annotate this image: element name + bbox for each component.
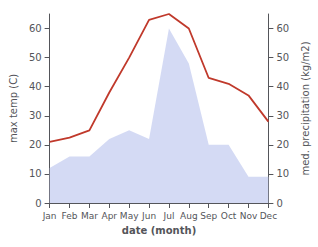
- svg-text:max temp (C): max temp (C): [8, 74, 19, 143]
- svg-text:20: 20: [276, 139, 289, 150]
- svg-text:med. precipitation (kg/m2): med. precipitation (kg/m2): [300, 41, 311, 175]
- svg-text:Feb: Feb: [62, 211, 78, 221]
- svg-text:Mar: Mar: [81, 211, 98, 221]
- svg-text:Oct: Oct: [221, 211, 237, 221]
- svg-text:Nov: Nov: [240, 211, 258, 221]
- svg-text:10: 10: [29, 168, 42, 179]
- svg-text:May: May: [120, 211, 139, 221]
- svg-text:0: 0: [35, 198, 41, 209]
- svg-text:40: 40: [276, 81, 289, 92]
- svg-text:Jun: Jun: [141, 211, 156, 221]
- svg-text:60: 60: [29, 23, 42, 34]
- svg-text:Jul: Jul: [163, 211, 175, 221]
- svg-text:Dec: Dec: [260, 211, 277, 221]
- svg-text:Aug: Aug: [180, 211, 198, 221]
- svg-text:20: 20: [29, 139, 42, 150]
- svg-text:40: 40: [29, 81, 42, 92]
- svg-text:30: 30: [29, 110, 42, 121]
- svg-text:Apr: Apr: [101, 211, 117, 221]
- svg-text:50: 50: [29, 52, 42, 63]
- svg-text:50: 50: [276, 52, 289, 63]
- svg-text:Jan: Jan: [42, 211, 57, 221]
- svg-text:date (month): date (month): [122, 225, 196, 236]
- svg-text:10: 10: [276, 168, 289, 179]
- svg-text:30: 30: [276, 110, 289, 121]
- svg-text:0: 0: [276, 198, 282, 209]
- svg-text:Sep: Sep: [200, 211, 217, 221]
- svg-text:60: 60: [276, 23, 289, 34]
